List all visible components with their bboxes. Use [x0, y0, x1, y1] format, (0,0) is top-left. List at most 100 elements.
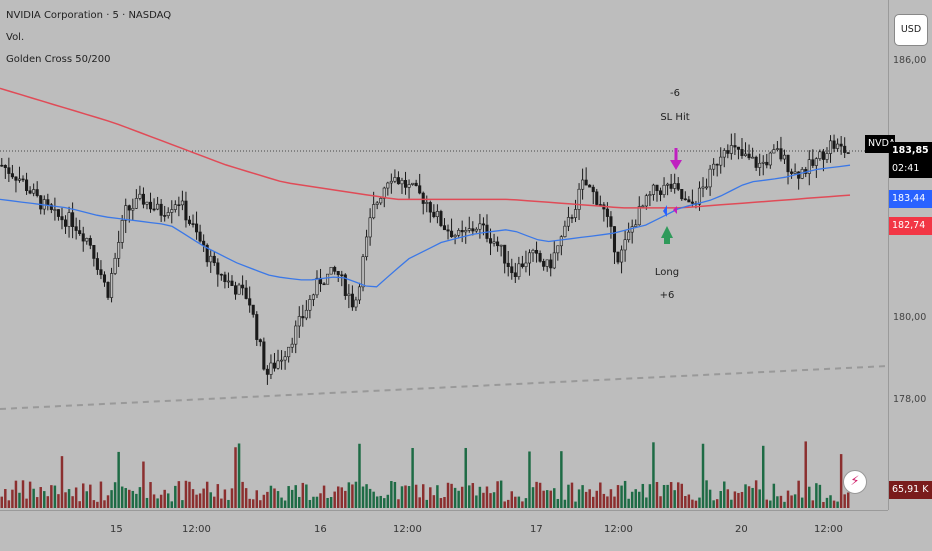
volume-bar — [273, 488, 276, 508]
volume-bar — [620, 485, 623, 508]
volume-bar — [496, 481, 499, 508]
candle-body — [782, 154, 787, 160]
ma-200-line — [0, 87, 851, 209]
volume-bar — [174, 485, 177, 508]
volume-bar — [645, 497, 648, 508]
candle-body — [17, 178, 22, 181]
volume-bar — [482, 492, 485, 508]
candle-body — [705, 186, 709, 189]
volume-bar — [793, 494, 797, 508]
entry-label: Long — [654, 267, 680, 278]
candle-body — [453, 234, 457, 238]
candle-body — [212, 255, 216, 264]
candle-body — [687, 199, 691, 203]
volume-bar — [556, 498, 560, 508]
volume-bar — [790, 495, 793, 508]
volume-bar — [616, 485, 620, 508]
candles — [0, 133, 850, 385]
volume-bar — [78, 501, 81, 508]
price-scale[interactable]: USD 186,00 180,00 178,00 NVDA 183,85 02:… — [865, 0, 932, 510]
candle-body — [280, 359, 284, 362]
volume-bar — [170, 501, 174, 508]
candle-body — [85, 238, 89, 242]
candle-body — [152, 208, 156, 211]
volume-bar — [811, 500, 815, 508]
flash-icon[interactable]: ⚡ — [843, 470, 867, 494]
candle-body — [7, 167, 11, 174]
candle-body — [191, 223, 195, 225]
candle-body — [177, 204, 181, 207]
volume-bar — [113, 482, 117, 508]
candle-body — [488, 238, 493, 244]
volume-bar — [393, 481, 397, 508]
volume-bar — [128, 489, 131, 508]
currency-button[interactable]: USD — [894, 14, 928, 46]
volume-bar — [18, 492, 21, 508]
candle-body — [832, 140, 836, 149]
candle-body — [251, 304, 255, 315]
candle-body — [124, 205, 128, 221]
candle-body — [634, 224, 638, 227]
volume-bar — [680, 483, 684, 508]
volume-bar — [223, 489, 227, 508]
candle-body — [276, 360, 280, 369]
price-tick: 186,00 — [893, 55, 927, 66]
volume-bar — [691, 499, 694, 508]
volume-bar — [361, 486, 365, 508]
legend-symbol[interactable]: NVIDIA Corporation · 5 · NASDAQ — [6, 10, 172, 21]
volume-bar — [213, 496, 216, 508]
candle-body — [428, 202, 432, 213]
volume-bar — [152, 494, 156, 508]
volume-bar — [0, 496, 4, 508]
price-chart[interactable] — [0, 0, 888, 510]
volume-bar — [383, 498, 386, 508]
volume-bar — [379, 495, 382, 508]
volume-bar — [765, 499, 769, 508]
volume-bar — [205, 481, 209, 508]
volume-bar — [535, 481, 538, 508]
volume-bar — [74, 487, 78, 508]
volume-bar — [694, 500, 698, 508]
candle-body — [156, 203, 160, 210]
volume-bar — [719, 491, 722, 508]
volume-bar — [818, 484, 822, 508]
candle-body — [736, 146, 740, 150]
time-label: 20 — [735, 524, 748, 535]
candle-body — [134, 198, 138, 209]
candle-body — [237, 284, 241, 295]
candle-body — [464, 230, 468, 233]
legend-volume[interactable]: Vol. — [6, 32, 25, 43]
candle-body — [322, 283, 326, 286]
volume-bar — [468, 485, 471, 508]
candle-body — [658, 190, 663, 195]
time-scale[interactable]: 15 12:00 16 12:00 17 12:00 20 12:00 — [0, 510, 888, 551]
candle-body — [148, 201, 153, 210]
candle-body — [272, 362, 277, 369]
legend-indicator[interactable]: Golden Cross 50/200 — [6, 54, 111, 65]
volume-bar — [836, 501, 839, 508]
candle-body — [393, 177, 397, 182]
candle-body — [581, 179, 585, 190]
chart-pane[interactable]: NVIDIA Corporation · 5 · NASDAQ Vol. Gol… — [0, 0, 888, 510]
volume-bar — [57, 494, 60, 508]
candle-body — [743, 153, 748, 156]
volume-bar — [673, 490, 676, 508]
candle-body — [715, 163, 719, 166]
volume-bar — [460, 486, 464, 508]
candle-body — [510, 266, 514, 274]
volume-bar — [35, 497, 39, 508]
candle-body — [297, 316, 301, 327]
volume-bar — [81, 483, 85, 508]
volume-bar — [684, 496, 687, 508]
volume-bar — [89, 484, 92, 508]
volume-bar — [209, 492, 212, 508]
candle-body — [825, 153, 829, 160]
candle-body — [99, 269, 103, 276]
volume-bar — [659, 496, 662, 508]
volume-bar — [418, 497, 421, 508]
candle-body — [605, 208, 609, 217]
volume-bar — [407, 486, 411, 508]
volume-bar — [319, 493, 322, 508]
candle-body — [676, 183, 680, 190]
volume-bar — [138, 487, 142, 508]
